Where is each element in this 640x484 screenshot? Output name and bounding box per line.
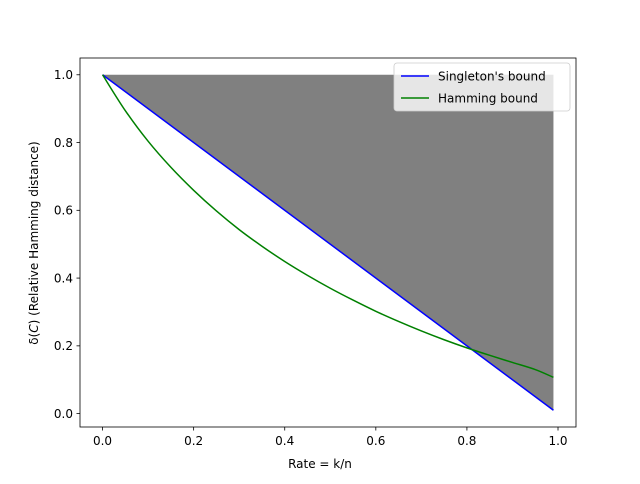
series-line-1 bbox=[101, 74, 554, 379]
y-tick-label: 0.6 bbox=[54, 204, 73, 218]
axes: 0.0 0.2 0.4 0.6 0.8 1.0 0.0 0.2 0.4 0.6 0.8 1.0 bbox=[54, 57, 577, 448]
y-tick-label: 1.0 bbox=[54, 68, 73, 82]
y-axis-label-suffix: ) (Relative Hamming distance) bbox=[27, 141, 41, 324]
legend-box bbox=[393, 62, 571, 112]
x-tick-label: 0.0 bbox=[93, 434, 112, 448]
x-tick-label: 0.4 bbox=[275, 434, 294, 448]
y-tick-label: 0.2 bbox=[54, 339, 73, 353]
axes-frame bbox=[79, 57, 577, 428]
x-tick-label: 1.0 bbox=[548, 434, 567, 448]
series-line-0 bbox=[102, 74, 554, 411]
legend-label: Hamming bound bbox=[438, 91, 538, 105]
y-tick-label: 0.0 bbox=[54, 407, 73, 421]
legend-label: Singleton's bound bbox=[438, 69, 546, 83]
x-tick-label: 0.2 bbox=[184, 434, 203, 448]
legend: Singleton's bound Hamming bound bbox=[393, 62, 571, 112]
y-tick-label: 0.8 bbox=[54, 136, 73, 150]
y-axis-label-prefix: δ( bbox=[27, 333, 41, 345]
x-tick-label: 0.8 bbox=[457, 434, 476, 448]
y-axis-label: δ(C) (Relative Hamming distance) bbox=[27, 141, 41, 344]
y-axis-label-variable: C bbox=[27, 324, 41, 333]
x-axis-label: Rate = k/n bbox=[288, 457, 352, 471]
x-tick-label: 0.6 bbox=[366, 434, 385, 448]
y-tick-label: 0.4 bbox=[54, 271, 73, 285]
plot-area bbox=[101, 74, 554, 411]
